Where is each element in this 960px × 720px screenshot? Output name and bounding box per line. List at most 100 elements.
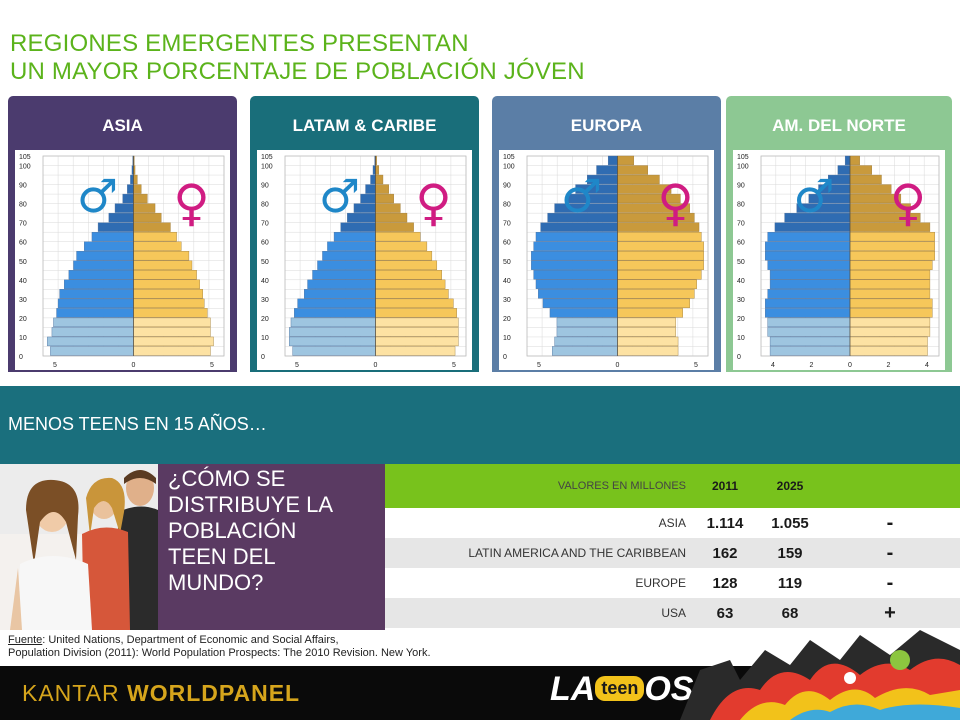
table-cell-2011: 128 bbox=[712, 574, 738, 592]
pyramid-bar-female bbox=[375, 346, 456, 356]
pyramid-bar-male bbox=[289, 336, 376, 347]
pyramid-bar-female bbox=[849, 298, 933, 308]
pyramid-panel-europa: EUROPA 0 10 20 30 40 50 60 70 80 90 100 105 5 0 5 ♂ ♀ bbox=[492, 96, 721, 372]
y-tick-label: 60 bbox=[503, 240, 511, 247]
pyramid-bar-male bbox=[767, 289, 851, 299]
graffiti-illustration bbox=[680, 630, 960, 720]
y-tick-label: 100 bbox=[261, 164, 273, 171]
pyramid-bar-female bbox=[617, 270, 702, 280]
table-header-label: VALORES EN MILLONES bbox=[557, 480, 686, 492]
pyramid-bar-male bbox=[84, 241, 134, 251]
pyramid-bar-female bbox=[617, 279, 697, 289]
pyramid-bar-female bbox=[133, 251, 190, 261]
pyramid-bar-male bbox=[769, 336, 851, 347]
pyramid-bar-female bbox=[617, 308, 683, 318]
pyramid-bar-female bbox=[849, 346, 928, 356]
table-cell-2025: 68 bbox=[781, 604, 799, 622]
question-line: DISTRIBUYE LA bbox=[168, 492, 334, 517]
pyramid-bar-female bbox=[375, 260, 438, 270]
y-tick-label: 0 bbox=[19, 354, 23, 361]
question-line: ¿CÓMO SE bbox=[168, 466, 286, 491]
x-tick-label: 0 bbox=[132, 362, 136, 369]
pyramid-bar-male bbox=[554, 336, 618, 347]
table-row: LATIN AMERICA AND THE CARIBBEAN 162 159 … bbox=[385, 538, 960, 568]
pyramid-bar-female bbox=[375, 336, 459, 347]
pyramid-bar-female bbox=[375, 212, 408, 223]
pyramid-bar-female bbox=[133, 231, 177, 242]
pyramid-bar-female bbox=[133, 279, 200, 289]
pyramid-bar-female bbox=[133, 241, 182, 251]
y-tick-label: 90 bbox=[503, 183, 511, 190]
lateens-logo-la: LA bbox=[550, 670, 596, 708]
y-tick-label: 105 bbox=[737, 154, 749, 161]
pyramid-bar-male bbox=[327, 241, 376, 251]
pyramid-bar-male bbox=[769, 270, 851, 280]
pyramid-bar-male bbox=[68, 270, 134, 280]
x-tick-label: 2 bbox=[887, 362, 891, 369]
male-symbol-icon: ♂ bbox=[319, 169, 360, 223]
pyramid-bar-male bbox=[130, 174, 134, 185]
pyramid-bar-female bbox=[617, 336, 679, 347]
x-tick-label: 5 bbox=[210, 362, 214, 369]
pyramid-bar-male bbox=[372, 165, 376, 175]
pyramid-bar-female bbox=[849, 251, 935, 261]
y-tick-label: 20 bbox=[503, 316, 511, 323]
pyramid-bar-female bbox=[133, 317, 211, 328]
pyramid-bar-female bbox=[617, 317, 676, 328]
lateens-logo-teen: teen bbox=[595, 676, 645, 701]
pyramid-bar-female bbox=[133, 289, 203, 299]
pyramid-bar-male bbox=[765, 308, 851, 318]
pyramid-bar-female bbox=[849, 241, 935, 251]
pyramid-bar-female bbox=[375, 222, 414, 232]
pyramid-bar-male bbox=[51, 327, 134, 337]
title-line-2: UN MAYOR PORCENTAJE DE POBLACIÓN JÓVEN bbox=[10, 58, 585, 85]
y-tick-label: 30 bbox=[19, 297, 27, 304]
y-tick-label: 90 bbox=[19, 183, 27, 190]
y-tick-label: 50 bbox=[737, 259, 745, 266]
pyramid-bar-male bbox=[540, 222, 618, 232]
y-tick-label: 0 bbox=[503, 354, 507, 361]
x-tick-label: 5 bbox=[537, 362, 541, 369]
y-tick-label: 105 bbox=[19, 154, 31, 161]
pyramid-bar-male bbox=[844, 155, 851, 166]
pyramid-bar-female bbox=[375, 184, 389, 194]
pyramid-bar-male bbox=[50, 346, 134, 356]
pyramid-bar-male bbox=[360, 193, 376, 204]
pyramid-bar-male bbox=[53, 317, 134, 328]
pyramid-bar-male bbox=[57, 298, 134, 308]
source-line-2: Population Division (2011): World Popula… bbox=[8, 647, 431, 659]
pyramid-bar-female bbox=[375, 279, 446, 289]
pyramid-plot: 0 10 20 30 40 50 60 70 80 90 100 105 5 0 5 ♂ ♀ bbox=[257, 150, 472, 370]
pyramid-bar-male bbox=[312, 270, 376, 280]
pyramid-bar-female bbox=[849, 174, 882, 185]
pyramid-bar-male bbox=[538, 289, 618, 299]
table-header-row: VALORES EN MILLONES 2011 2025 bbox=[385, 464, 960, 508]
y-tick-label: 60 bbox=[261, 240, 269, 247]
pyramid-bar-male bbox=[47, 336, 134, 347]
teen-population-table: VALORES EN MILLONES 2011 2025 ASIA 1.114… bbox=[385, 464, 960, 630]
pyramid-bar-female bbox=[849, 165, 872, 175]
pyramid-bar-female bbox=[133, 212, 162, 223]
question-box: ¿CÓMO SE DISTRIBUYE LA POBLACIÓN TEEN DE… bbox=[158, 464, 385, 630]
female-symbol-icon: ♀ bbox=[415, 174, 452, 232]
y-tick-label: 40 bbox=[19, 278, 27, 285]
pyramid-bar-male bbox=[292, 346, 376, 356]
pyramid-bar-male bbox=[765, 241, 851, 251]
table-cell-trend: + bbox=[884, 601, 896, 624]
pyramid-bar-female bbox=[849, 231, 935, 242]
pyramid-bar-female bbox=[133, 193, 148, 204]
pyramid-bar-female bbox=[133, 270, 197, 280]
pyramid-plot: 0 10 20 30 40 50 60 70 80 90 100 105 5 0 5 ♂ ♀ bbox=[499, 150, 714, 370]
y-tick-label: 100 bbox=[503, 164, 515, 171]
pyramid-bar-female bbox=[617, 289, 695, 299]
y-tick-label: 60 bbox=[737, 240, 745, 247]
y-tick-label: 10 bbox=[261, 335, 269, 342]
y-tick-label: 70 bbox=[737, 221, 745, 228]
pyramid-panel-title: EUROPA bbox=[570, 116, 643, 135]
y-tick-label: 40 bbox=[737, 278, 745, 285]
pyramid-bar-female bbox=[849, 260, 933, 270]
pyramid-bar-male bbox=[307, 279, 376, 289]
pyramid-bar-male bbox=[765, 251, 851, 261]
